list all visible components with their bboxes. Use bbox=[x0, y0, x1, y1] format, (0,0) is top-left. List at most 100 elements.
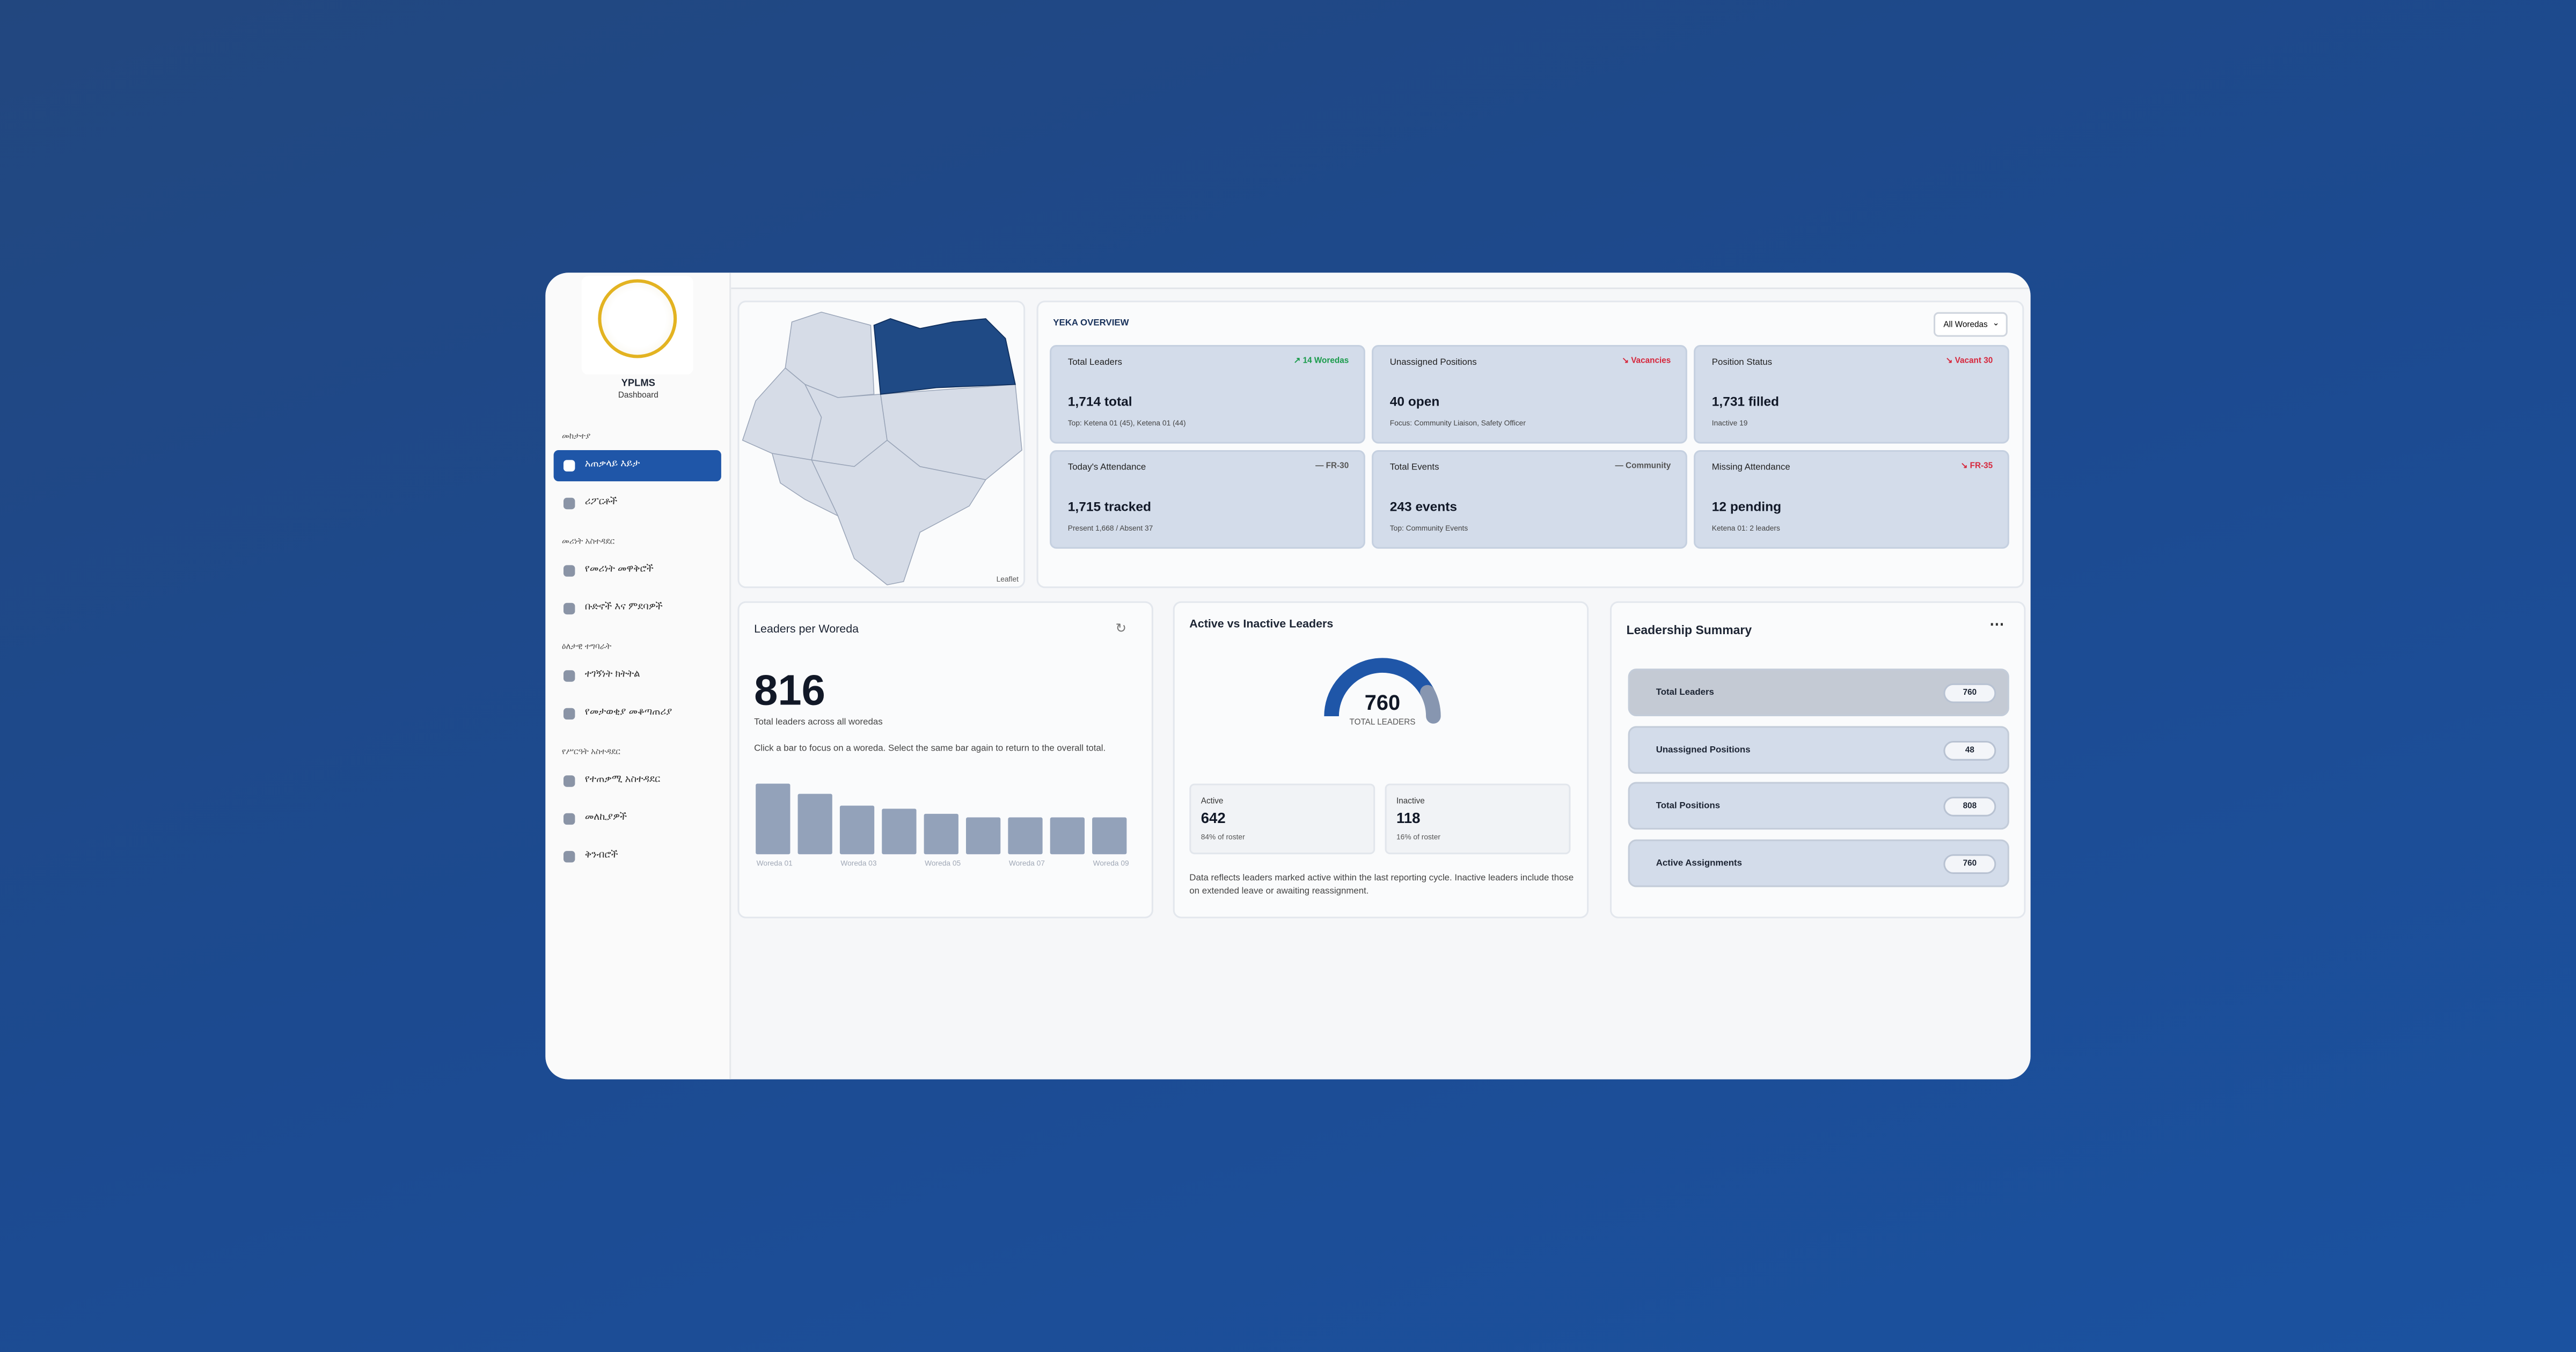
stat-card: Today's Attendance — FR-30 1,715 tracked Pr… bbox=[1050, 450, 1365, 549]
bar[interactable] bbox=[797, 793, 832, 855]
total-value: 816 bbox=[754, 665, 825, 715]
stat-name: Inactive bbox=[1396, 797, 1425, 807]
stat-card: Total Leaders ↗ 14 Woredas 1,714 total Top:… bbox=[1050, 345, 1365, 444]
trend-icon: — bbox=[1315, 461, 1326, 472]
gauge-total: 760 bbox=[1365, 691, 1400, 715]
row-label: Total Leaders bbox=[1656, 688, 1714, 699]
nav-item[interactable]: ተገኝነት ክትትል bbox=[554, 660, 721, 692]
woreda-filter[interactable]: All Woredas ⌄ bbox=[1934, 312, 2008, 337]
summary-row[interactable]: Unassigned Positions 48 bbox=[1628, 725, 2009, 773]
bar[interactable] bbox=[1050, 817, 1085, 855]
nav-section-label: የሥርዓት አስተዳደር bbox=[561, 747, 620, 758]
nav-icon bbox=[563, 602, 575, 615]
bar[interactable] bbox=[1008, 817, 1043, 855]
card-label: Missing Attendance bbox=[1711, 463, 1790, 473]
row-label: Active Assignments bbox=[1656, 858, 1743, 869]
card-note: Top: Community Events bbox=[1389, 524, 1468, 533]
nav-label: የመሪነት መዋቅሮች bbox=[584, 565, 654, 575]
trend-icon: — bbox=[1615, 461, 1626, 472]
summary-row[interactable]: Active Assignments 760 bbox=[1628, 839, 2009, 886]
card-value: 40 open bbox=[1389, 394, 1440, 409]
card-label: Total Leaders bbox=[1067, 358, 1122, 368]
card-note: Top: Ketena 01 (45), Ketena 01 (44) bbox=[1067, 418, 1186, 428]
nav-label: ቅንብሮች bbox=[584, 851, 618, 861]
gauge-panel: Active vs Inactive Leaders 760 TOTAL LEAD… bbox=[1173, 601, 1589, 919]
badge-text: FR-35 bbox=[1970, 461, 1993, 472]
card-label: Unassigned Positions bbox=[1389, 358, 1477, 368]
nav-icon bbox=[563, 460, 575, 472]
nav-icon bbox=[563, 565, 575, 577]
card-badge: ↘ Vacancies bbox=[1622, 356, 1671, 366]
gauge-arc bbox=[1420, 685, 1441, 724]
nav-item[interactable]: አጠቃላይ እይታ bbox=[553, 450, 721, 482]
nav-icon bbox=[563, 497, 575, 510]
app-window: YPLMS Dashboard መከታተያ አጠቃላይ እይታ ሪፖርቶች መሪነት አስ… bbox=[545, 273, 2031, 1079]
stat-note: 84% of roster bbox=[1201, 833, 1245, 841]
panel-title: Active vs Inactive Leaders bbox=[1189, 619, 1334, 631]
overview-title: YEKA OVERVIEW bbox=[1053, 319, 1129, 329]
nav-item[interactable]: የመታወቂያ መቆጣጠሪያ bbox=[554, 698, 721, 729]
map-region bbox=[810, 439, 986, 585]
nav-icon bbox=[563, 775, 575, 787]
nav-item[interactable]: መለኪያዎች bbox=[554, 803, 721, 834]
nav-label: አጠቃላይ እይታ bbox=[584, 460, 640, 470]
stat-card: Missing Attendance ↘ FR-35 12 pending Keten… bbox=[1694, 450, 2009, 549]
woreda-panel: Leaders per Woreda ↻ 816 Total leaders a… bbox=[737, 601, 1153, 919]
stat-note: 16% of roster bbox=[1396, 833, 1440, 841]
logo-emblem bbox=[598, 279, 677, 358]
stat-card: Position Status ↘ Vacant 30 1,731 filled In… bbox=[1694, 345, 2009, 444]
bar[interactable] bbox=[965, 817, 1001, 855]
stat-card: Total Events — Community 243 events Top: Co… bbox=[1372, 450, 1687, 549]
nav-item[interactable]: ቡድኖች እና ምደባዎች bbox=[554, 593, 721, 624]
card-badge: ↘ FR-35 bbox=[1961, 461, 1993, 471]
bar[interactable] bbox=[924, 813, 958, 855]
nav-label: የመታወቂያ መቆጣጠሪያ bbox=[584, 708, 672, 718]
trend-icon: ↗ bbox=[1293, 356, 1303, 366]
card-value: 243 events bbox=[1389, 499, 1458, 515]
nav-icon bbox=[563, 813, 575, 825]
more-button[interactable]: ⋯ bbox=[1989, 616, 2004, 633]
nav-section-label: መሪነት አስተዳደር bbox=[561, 537, 615, 547]
card-value: 12 pending bbox=[1711, 499, 1782, 515]
row-value: 760 bbox=[1943, 683, 1996, 703]
badge-text: Vacant 30 bbox=[1955, 356, 1993, 366]
row-value: 808 bbox=[1943, 797, 1996, 817]
bar[interactable] bbox=[1092, 817, 1127, 855]
bar-chart: Woreda 01 Woreda 03 Woreda 05 Woreda 07 Wore… bbox=[756, 783, 1129, 868]
summary-row[interactable]: Total Leaders 760 bbox=[1628, 668, 2009, 717]
card-value: 1,731 filled bbox=[1711, 394, 1780, 409]
card-badge: ↘ Vacant 30 bbox=[1945, 356, 1993, 366]
bar[interactable] bbox=[839, 805, 875, 855]
summary-row[interactable]: Total Positions 808 bbox=[1628, 782, 2009, 830]
trend-icon: ↘ bbox=[1960, 461, 1970, 472]
overview-panel: YEKA OVERVIEW All Woredas ⌄ Total Leaders… bbox=[1036, 300, 2024, 589]
map-region-selected[interactable] bbox=[873, 318, 1016, 395]
map-attribution: Leaflet bbox=[996, 575, 1019, 584]
card-label: Total Events bbox=[1389, 463, 1439, 473]
card-value: 1,715 tracked bbox=[1067, 499, 1151, 515]
nav-item[interactable]: ቅንብሮች bbox=[554, 841, 721, 872]
nav-icon bbox=[563, 670, 575, 682]
map-region bbox=[771, 453, 839, 517]
trend-icon: ↘ bbox=[1945, 356, 1955, 366]
nav-icon bbox=[563, 851, 575, 863]
card-note: Focus: Community Liaison, Safety Officer bbox=[1389, 418, 1526, 428]
stat-box: Active 642 84% of roster bbox=[1189, 783, 1375, 855]
nav-item[interactable]: የመሪነት መዋቅሮች bbox=[554, 555, 721, 586]
logo bbox=[581, 276, 693, 375]
nav-item[interactable]: የተጠቃሚ አስተዳደር bbox=[554, 766, 721, 797]
brand: YPLMS bbox=[621, 379, 655, 390]
filter-label: All Woredas bbox=[1943, 320, 1988, 330]
bar[interactable] bbox=[882, 809, 917, 855]
stat-box: Inactive 118 16% of roster bbox=[1385, 783, 1571, 855]
nav-item[interactable]: ሪፖርቶች bbox=[554, 488, 721, 519]
stat-card: Unassigned Positions ↘ Vacancies 40 open Fo… bbox=[1372, 345, 1687, 444]
gauge-arc bbox=[1324, 658, 1434, 717]
panel-title: Leaders per Woreda bbox=[754, 624, 859, 636]
refresh-button[interactable]: ↻ bbox=[1115, 621, 1127, 636]
bar[interactable] bbox=[756, 783, 791, 855]
card-value: 1,714 total bbox=[1067, 394, 1132, 409]
card-note: Ketena 01: 2 leaders bbox=[1711, 524, 1780, 533]
gauge-chart: 760 TOTAL LEADERS bbox=[1324, 658, 1441, 726]
card-badge: — Community bbox=[1615, 461, 1671, 471]
